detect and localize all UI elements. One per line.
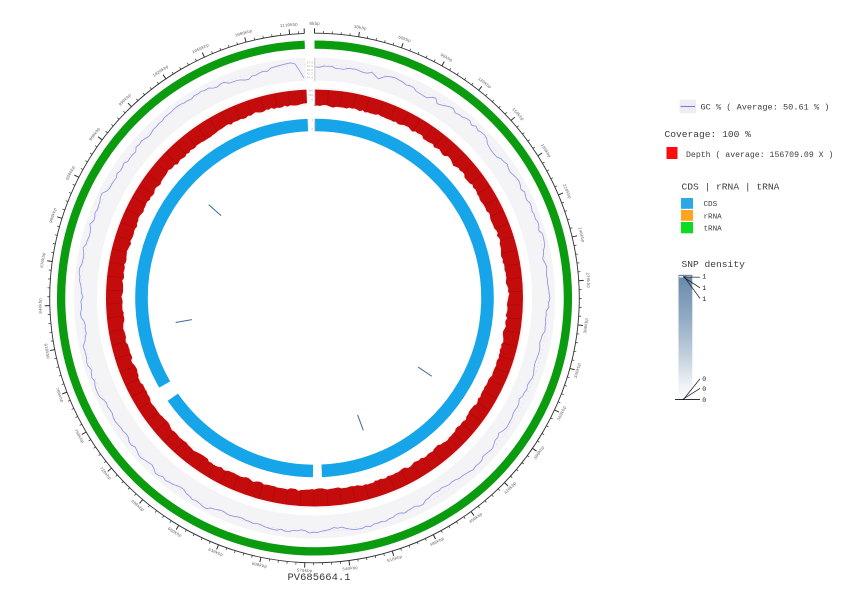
svg-text:630kbp: 630kbp [207, 548, 224, 558]
svg-text:480kbp: 480kbp [429, 537, 445, 549]
svg-text:270kbp: 270kbp [584, 272, 590, 288]
svg-text:1: 1 [311, 119, 313, 122]
svg-text:CDS | rRNA | tRNA: CDS | rRNA | tRNA [682, 182, 780, 193]
svg-text:570kbp: 570kbp [297, 569, 313, 575]
svg-text:Depth ( average: 156709.09 X ): Depth ( average: 156709.09 X ) [686, 150, 833, 160]
svg-text:330kbp: 330kbp [574, 362, 583, 379]
svg-text:30kbp: 30kbp [353, 25, 367, 32]
svg-text:300kbp: 300kbp [583, 317, 590, 333]
svg-text:210kbp: 210kbp [561, 183, 572, 200]
svg-text:PV685664.1: PV685664.1 [287, 572, 350, 584]
svg-text:1: 1 [702, 296, 706, 303]
svg-text:2e5: 2e5 [308, 94, 313, 97]
svg-text:0: 0 [702, 386, 706, 393]
svg-text:540kbp: 540kbp [342, 566, 358, 573]
svg-text:510kbp: 510kbp [387, 555, 404, 564]
svg-text:360kbp: 360kbp [557, 405, 568, 422]
svg-text:870kbp: 870kbp [40, 252, 47, 268]
svg-text:0: 0 [702, 397, 706, 404]
svg-text:900kbp: 900kbp [49, 207, 59, 224]
svg-text:1: 1 [702, 285, 706, 292]
svg-text:CDS: CDS [704, 201, 718, 209]
svg-text:930kbp: 930kbp [65, 165, 77, 181]
svg-text:810kbp: 810kbp [42, 343, 50, 360]
svg-text:240kbp: 240kbp [576, 227, 585, 244]
svg-text:50.6: 50.6 [307, 69, 314, 72]
svg-text:0: 0 [311, 98, 313, 101]
svg-text:840kbp: 840kbp [38, 298, 43, 314]
svg-text:1080kbp: 1080kbp [234, 29, 253, 39]
svg-text:1: 1 [702, 274, 706, 281]
svg-text:SNP density: SNP density [682, 259, 746, 270]
svg-text:3e5: 3e5 [308, 89, 313, 92]
svg-text:1110kbp: 1110kbp [280, 22, 299, 29]
svg-text:58.8: 58.8 [307, 65, 314, 68]
svg-text:34.4: 34.4 [307, 77, 314, 80]
svg-text:42.5: 42.5 [307, 73, 314, 76]
svg-text:tRNA: tRNA [704, 225, 723, 233]
svg-text:rRNA: rRNA [704, 213, 723, 221]
svg-text:60kbp: 60kbp [397, 35, 411, 44]
svg-text:780kbp: 780kbp [54, 387, 64, 404]
svg-text:0: 0 [311, 128, 313, 131]
svg-text:GC % ( Average: 50.61 % ): GC % ( Average: 50.61 % ) [701, 103, 830, 113]
svg-text:Coverage: 100 %: Coverage: 100 % [665, 129, 752, 140]
svg-text:90kbp: 90kbp [439, 53, 453, 64]
svg-text:67.0: 67.0 [307, 61, 314, 64]
svg-text:0: 0 [702, 376, 706, 383]
svg-text:0kbp: 0kbp [309, 22, 320, 27]
svg-text:600kbp: 600kbp [251, 562, 268, 570]
